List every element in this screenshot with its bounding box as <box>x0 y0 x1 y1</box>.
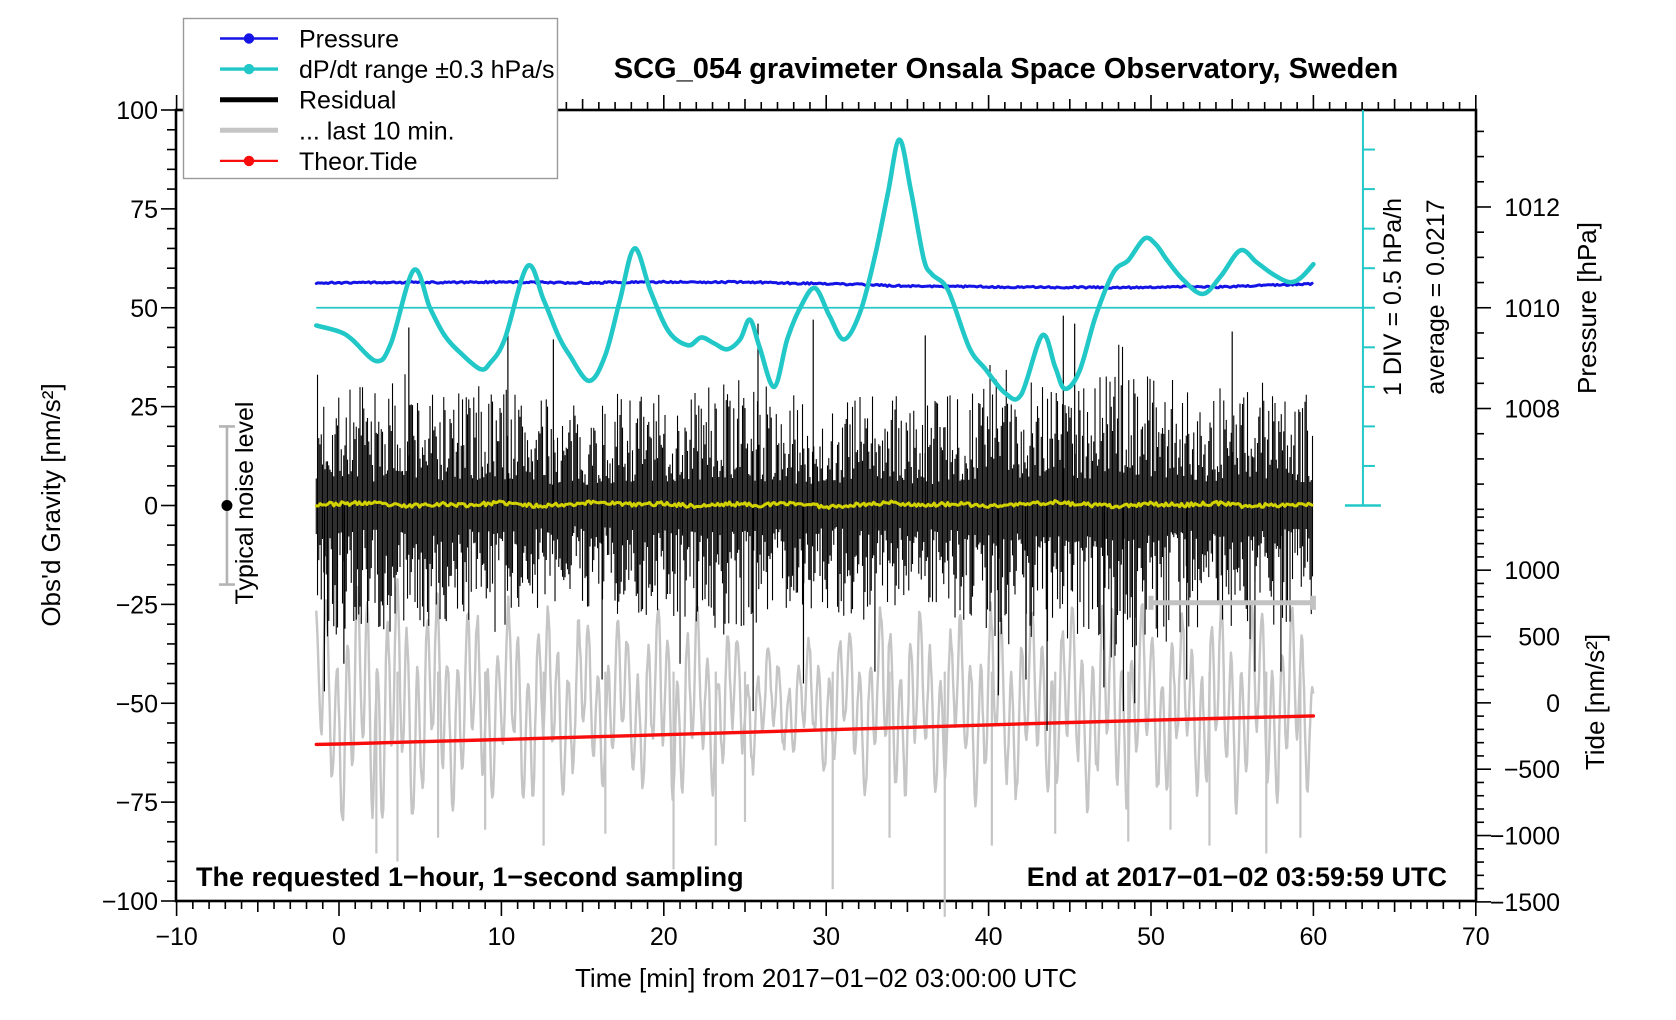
markers-layer <box>218 425 235 586</box>
x-tick-label: 40 <box>975 923 1003 951</box>
legend-item-label: Theor.Tide <box>299 148 418 176</box>
x-tick-label: 70 <box>1462 923 1490 951</box>
pressure-axis-title: Pressure [hPa] <box>1572 222 1602 394</box>
tide-axis-title: Tide [nm/s²] <box>1580 634 1610 770</box>
legend-item-label: Pressure <box>299 26 399 54</box>
gravity-tick-label: 50 <box>130 295 158 323</box>
gravity-tick-label: −75 <box>116 789 158 817</box>
pressure-tick-label: 1010 <box>1504 295 1560 323</box>
chart-title: SCG_054 gravimeter Onsala Space Observat… <box>614 53 1398 85</box>
legend-item-label: Residual <box>299 87 396 115</box>
axes-layer: −10 0 10 20 30 40 50 60 701007550250−25−50−75−10… <box>102 95 1560 951</box>
x-tick-label: 30 <box>812 923 840 951</box>
residual-mean-line <box>314 499 1314 510</box>
series-layer <box>314 110 1381 917</box>
x-axis-title: Time [min] from 2017−01−02 03:00:00 UTC <box>575 963 1077 993</box>
tide-tick-label: −500 <box>1504 756 1560 784</box>
legend-item-label: ... last 10 min. <box>299 117 455 145</box>
div-scale-annotation-1: 1 DIV = 0.5 hPa/h <box>1379 198 1407 396</box>
legend-sample-dot <box>243 63 255 75</box>
gravity-tick-label: 75 <box>130 196 158 224</box>
x-tick-label: 60 <box>1299 923 1327 951</box>
pressure-line <box>314 279 1314 290</box>
x-tick-label: 0 <box>332 923 346 951</box>
gravity-tick-label: 0 <box>144 493 158 521</box>
pressure-tick-label: 1008 <box>1504 396 1560 424</box>
tide-tick-label: 500 <box>1518 624 1560 652</box>
gravity-tick-label: −25 <box>116 591 158 619</box>
x-tick-label: 50 <box>1137 923 1165 951</box>
pressure-tick-label: 1012 <box>1504 194 1560 222</box>
x-tick-label: −10 <box>155 923 197 951</box>
sampling-annotation: The requested 1−hour, 1−second sampling <box>196 862 744 892</box>
tide-tick-label: 0 <box>1546 690 1560 718</box>
tide-tick-label: −1000 <box>1490 823 1560 851</box>
legend-sample-dot <box>243 33 255 44</box>
gravity-tick-label: 25 <box>130 394 158 422</box>
end-time-annotation: End at 2017−01−02 03:59:59 UTC <box>1027 862 1447 892</box>
gravity-tick-label: 100 <box>116 97 158 125</box>
gravity-axis-title: Obs'd Gravity [nm/s²] <box>36 383 66 626</box>
legend-sample-dot <box>243 155 255 167</box>
dpdt-curve <box>314 137 1316 402</box>
gravity-tick-label: −50 <box>116 690 158 718</box>
tide-tick-label: −1500 <box>1490 889 1560 917</box>
theor-tide-line <box>314 714 1316 747</box>
tide-tick-label: 1000 <box>1504 557 1560 585</box>
x-tick-label: 10 <box>487 923 515 951</box>
div-scale-annotation-2: average = 0.0217 <box>1422 199 1450 394</box>
typical-noise-dot <box>221 500 233 511</box>
gravity-tick-label: −100 <box>102 888 158 916</box>
x-tick-label: 20 <box>650 923 678 951</box>
legend-item-label: dP/dt range ±0.3 hPa/s <box>299 56 555 84</box>
typical-noise-label: Typical noise level <box>231 402 259 605</box>
